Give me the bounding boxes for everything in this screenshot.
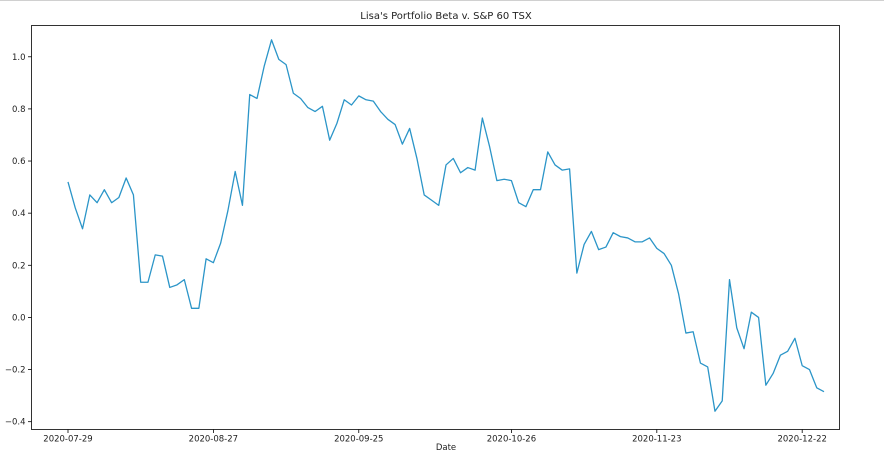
- top-border: [0, 0, 884, 1]
- y-tick-label: −0.2: [5, 366, 26, 376]
- x-tick-label: 2020-11-23: [632, 435, 681, 445]
- chart-title: Lisa's Portfolio Beta v. S&P 60 TSX: [360, 11, 532, 22]
- y-tick-label: 0.0: [12, 313, 26, 323]
- x-axis-label: Date: [436, 443, 456, 453]
- y-tick-label: 1.0: [12, 53, 26, 63]
- y-tick-label: 0.4: [12, 209, 26, 219]
- x-tick-label: 2020-07-29: [43, 435, 92, 445]
- x-tick-label: 2020-10-26: [487, 435, 536, 445]
- series-line: [67, 39, 825, 412]
- x-tick-label: 2020-12-22: [777, 435, 826, 445]
- x-axis: 2020-07-29 2020-08-27 2020-09-25 2020-10-26…: [43, 429, 827, 445]
- y-tick-label: 0.6: [12, 157, 26, 167]
- y-axis: −0.4 −0.2 0.0 0.2 0.4 0.6 0.8 1.0: [5, 53, 32, 428]
- x-tick-label: 2020-08-27: [189, 435, 238, 445]
- y-tick-label: −0.4: [5, 418, 26, 428]
- y-tick-label: 0.8: [12, 105, 26, 115]
- plot-frame: [31, 25, 840, 430]
- y-tick-label: 0.2: [12, 261, 26, 271]
- x-tick-label: 2020-09-25: [334, 435, 383, 445]
